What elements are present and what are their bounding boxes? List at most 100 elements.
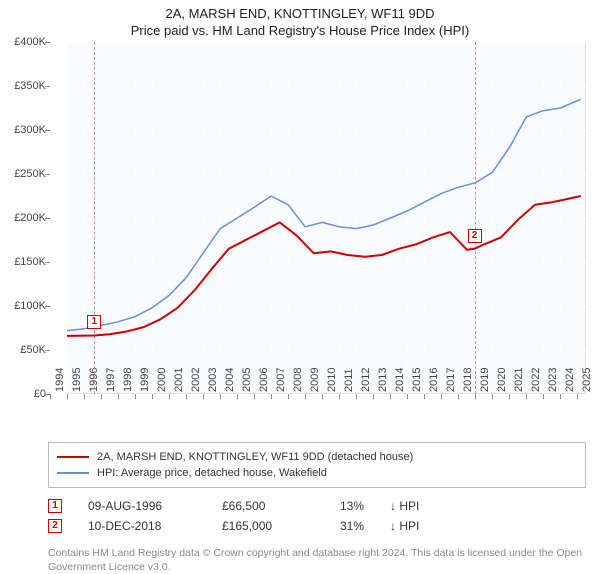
x-tick-label: 2015 [411, 368, 423, 392]
transaction-row: 210-DEC-2018£165,00031%↓ HPI [48, 516, 586, 536]
gridline-v [577, 42, 578, 394]
x-tick [407, 394, 408, 399]
x-tick-label: 1994 [54, 368, 66, 392]
gridline-h [67, 174, 586, 175]
x-tick [390, 394, 391, 399]
x-tick-label: 2001 [173, 368, 185, 392]
copyright: Contains HM Land Registry data © Crown c… [48, 546, 586, 574]
y-tick-label: £250K [2, 168, 46, 180]
x-tick [271, 394, 272, 399]
x-tick [186, 394, 187, 399]
x-tick [322, 394, 323, 399]
gridline-v [424, 42, 425, 394]
transaction-table: 109-AUG-1996£66,50013%↓ HPI210-DEC-2018£… [48, 496, 586, 536]
transaction-price: £165,000 [222, 519, 300, 533]
x-tick-label: 2012 [360, 368, 372, 392]
x-tick [101, 394, 102, 399]
y-tick-label: £150K [2, 256, 46, 268]
y-tick-label: £200K [2, 212, 46, 224]
gridline-v [458, 42, 459, 394]
legend-label: 2A, MARSH END, KNOTTINGLEY, WF11 9DD (de… [97, 451, 413, 463]
x-tick-label: 2019 [479, 368, 491, 392]
x-tick-label: 2003 [207, 368, 219, 392]
gridline-v [475, 42, 476, 394]
x-tick-label: 2023 [547, 368, 559, 392]
y-tick [45, 350, 50, 351]
x-tick-label: 2025 [581, 368, 593, 392]
gridline-h [67, 306, 586, 307]
x-tick-label: 2022 [530, 368, 542, 392]
x-tick [356, 394, 357, 399]
x-tick [492, 394, 493, 399]
x-tick [526, 394, 527, 399]
page-subtitle: Price paid vs. HM Land Registry's House … [0, 23, 600, 38]
gridline-h [67, 394, 586, 395]
gridline-v [526, 42, 527, 394]
gridline-v [390, 42, 391, 394]
gridline-v [135, 42, 136, 394]
gridline-v [203, 42, 204, 394]
y-tick [45, 174, 50, 175]
x-tick [441, 394, 442, 399]
gridline-v [186, 42, 187, 394]
x-tick-label: 2007 [275, 368, 287, 392]
gridline-h [67, 262, 586, 263]
x-tick [50, 394, 51, 399]
x-tick-label: 2016 [428, 368, 440, 392]
transaction-marker: 1 [48, 499, 62, 513]
x-tick-label: 2000 [156, 368, 168, 392]
y-tick-label: £100K [2, 300, 46, 312]
x-tick-label: 2020 [496, 368, 508, 392]
x-tick [220, 394, 221, 399]
gridline-v [407, 42, 408, 394]
chart: £0£50K£100K£150K£200K£250K£300K£350K£400… [50, 42, 586, 394]
x-tick [84, 394, 85, 399]
x-tick-label: 1999 [139, 368, 151, 392]
legend-swatch [57, 456, 89, 458]
transaction-pct: 13% [326, 499, 364, 513]
gridline-v [509, 42, 510, 394]
x-tick-label: 2009 [309, 368, 321, 392]
x-tick-label: 2006 [258, 368, 270, 392]
gridline-v [339, 42, 340, 394]
y-tick [45, 130, 50, 131]
x-tick [509, 394, 510, 399]
transaction-date: 10-DEC-2018 [88, 519, 196, 533]
transaction-pct: 31% [326, 519, 364, 533]
y-tick [45, 218, 50, 219]
x-tick [424, 394, 425, 399]
y-tick-label: £350K [2, 80, 46, 92]
x-tick [237, 394, 238, 399]
x-tick [373, 394, 374, 399]
x-tick [67, 394, 68, 399]
y-tick [45, 262, 50, 263]
gridline-v [220, 42, 221, 394]
x-tick [305, 394, 306, 399]
x-tick-label: 2002 [190, 368, 202, 392]
gridline-v [118, 42, 119, 394]
transaction-row: 109-AUG-1996£66,50013%↓ HPI [48, 496, 586, 516]
y-tick [45, 86, 50, 87]
y-tick-label: £400K [2, 36, 46, 48]
x-tick-label: 2024 [564, 368, 576, 392]
x-tick-label: 1997 [105, 368, 117, 392]
gridline-v [169, 42, 170, 394]
y-tick [45, 42, 50, 43]
x-tick-label: 2013 [377, 368, 389, 392]
gridline-h [67, 130, 586, 131]
gridline-v [305, 42, 306, 394]
gridline-v [322, 42, 323, 394]
marker-vline [475, 42, 476, 394]
gridline-v [84, 42, 85, 394]
x-tick [118, 394, 119, 399]
marker-vline [94, 42, 95, 394]
gridline-v [560, 42, 561, 394]
legend-swatch [57, 472, 89, 474]
y-tick-label: £50K [2, 344, 46, 356]
page-title: 2A, MARSH END, KNOTTINGLEY, WF11 9DD [0, 6, 600, 21]
x-tick-label: 2021 [513, 368, 525, 392]
transaction-date: 09-AUG-1996 [88, 499, 196, 513]
chart-marker: 2 [468, 229, 482, 243]
x-tick [152, 394, 153, 399]
x-tick-label: 2018 [462, 368, 474, 392]
